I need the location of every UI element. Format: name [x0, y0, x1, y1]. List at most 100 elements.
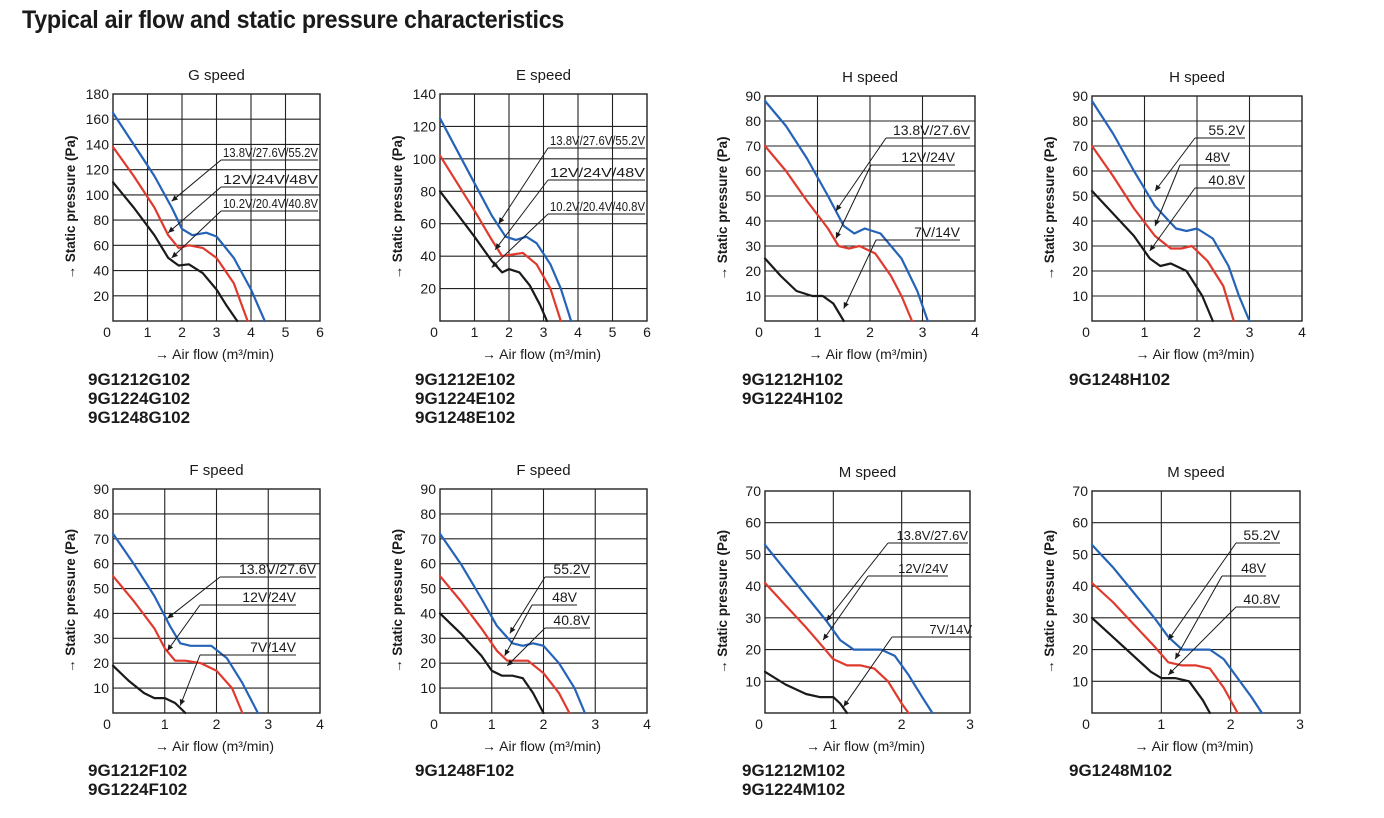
- annotation-label: 7V/14V: [929, 622, 972, 637]
- y-tick-label: 70: [93, 531, 109, 547]
- annotation-arrowhead: [171, 195, 179, 202]
- x-tick-label: 4: [574, 324, 582, 340]
- model-number: 9G1212G102: [88, 370, 191, 389]
- x-tick-label: 0: [1082, 716, 1090, 732]
- series-line-13-8v-27-6v: [763, 99, 929, 323]
- chart-title: M speed: [839, 464, 897, 481]
- annotation-arrowhead: [179, 698, 186, 706]
- annotation-leader: [1154, 164, 1181, 227]
- series-line-48v: [1090, 144, 1235, 323]
- x-tick-label: 3: [1246, 324, 1254, 340]
- model-list: 9G1212M102 9G1224M102: [742, 761, 845, 799]
- y-tick-label: 60: [420, 216, 436, 232]
- annotation-leader: [1154, 137, 1196, 192]
- series-line-40-8v: [438, 612, 545, 715]
- series-line-7v-14v: [111, 664, 187, 715]
- x-tick-label: 1: [1157, 716, 1165, 732]
- annotation-label: 48V: [1241, 560, 1267, 576]
- series-line-13-8v-27-6v: [763, 543, 934, 715]
- y-tick-label: 10: [1072, 673, 1088, 689]
- chart-panel-f-speed: F speed 0 1 2 3 4 10 20 30 40 50 60 70 80 90 → Air flow…: [63, 462, 324, 754]
- annotation-arrowhead: [826, 614, 833, 622]
- y-tick-label: 40: [1072, 578, 1088, 594]
- annotation-label: 13.8V/27.6V/55.2V: [223, 145, 318, 160]
- annotation-leader: [504, 604, 533, 656]
- annotation-arrowhead: [1154, 219, 1160, 226]
- chart-title: M speed: [1167, 464, 1225, 481]
- y-tick-label: 40: [745, 213, 761, 229]
- plot-frame: [1091, 95, 1303, 322]
- annotation-arrowhead: [171, 251, 178, 258]
- x-axis-label: → Air flow (m³/min): [1136, 346, 1255, 362]
- y-axis-label: → Static pressure (Pa): [390, 529, 405, 673]
- y-tick-label: 90: [745, 88, 761, 104]
- y-tick-label: 30: [1072, 238, 1088, 254]
- model-number: 9G1248G102: [88, 408, 191, 427]
- x-axis-label: → Air flow (m³/min): [1135, 738, 1254, 754]
- x-tick-label: 4: [643, 716, 651, 732]
- plot-frame: [112, 488, 321, 714]
- x-axis-label: → Air flow (m³/min): [482, 738, 601, 754]
- annotation-label: 55.2V: [1243, 527, 1280, 543]
- x-tick-label: 0: [103, 716, 111, 732]
- y-tick-label: 60: [1072, 163, 1088, 179]
- y-tick-label: 20: [93, 655, 109, 671]
- x-tick-label: 5: [282, 324, 290, 340]
- chart-panel-e-speed: E speed 0 1 2 3 4 5 6 20 40 60 80 100 120 140 → Air flo…: [390, 67, 651, 362]
- x-tick-label: 4: [971, 324, 979, 340]
- annotation-leader: [171, 210, 222, 259]
- model-number: 9G1224G102: [88, 389, 191, 408]
- x-tick-label: 0: [430, 324, 438, 340]
- x-tick-label: 6: [316, 324, 324, 340]
- y-tick-label: 10: [420, 680, 436, 696]
- y-tick-label: 70: [420, 531, 436, 547]
- x-tick-label: 4: [1298, 324, 1306, 340]
- series-line-12v-24v: [111, 574, 244, 715]
- y-tick-label: 50: [1072, 188, 1088, 204]
- x-tick-label: 1: [814, 324, 822, 340]
- y-tick-label: 40: [745, 578, 761, 594]
- x-tick-label: 3: [1296, 716, 1304, 732]
- chart-panel-m-speed: M speed 0 1 2 3 10 20 30 40 50 60 70 → Air flow (m³/…: [715, 464, 974, 754]
- y-tick-label: 30: [745, 238, 761, 254]
- y-tick-label: 20: [1072, 642, 1088, 658]
- annotation-leader: [1174, 575, 1223, 660]
- model-list: 9G1248F102: [415, 761, 514, 780]
- x-tick-label: 2: [1227, 716, 1235, 732]
- y-tick-label: 140: [413, 86, 437, 102]
- annotation-label: 48V: [552, 589, 578, 605]
- x-tick-label: 1: [144, 324, 152, 340]
- annotation-leader: [491, 213, 549, 268]
- model-number: 9G1248M102: [1069, 761, 1173, 780]
- annotation-arrowhead: [504, 649, 510, 656]
- y-tick-label: 40: [420, 605, 436, 621]
- y-tick-label: 70: [1072, 138, 1088, 154]
- annotation-leader: [822, 575, 869, 641]
- y-tick-label: 60: [420, 556, 436, 572]
- y-tick-label: 70: [745, 483, 761, 499]
- x-tick-label: 1: [1141, 324, 1149, 340]
- y-tick-label: 140: [86, 136, 110, 152]
- chart-panel-h-speed: H speed 0 1 2 3 4 10 20 30 40 50 60 70 80 90 → Air flow…: [715, 69, 979, 362]
- annotation-label: 13.8V/27.6V/55.2V: [550, 133, 645, 148]
- y-tick-label: 90: [1072, 88, 1088, 104]
- x-tick-label: 1: [829, 716, 837, 732]
- y-tick-label: 10: [1072, 288, 1088, 304]
- y-tick-label: 100: [86, 187, 110, 203]
- y-tick-label: 40: [420, 248, 436, 264]
- y-tick-label: 80: [420, 183, 436, 199]
- annotation-arrowhead: [167, 644, 174, 651]
- series-line-40-8v: [1090, 616, 1212, 715]
- annotation-leader: [166, 604, 201, 652]
- annotation-label: 10.2V/20.4V/40.8V: [550, 199, 645, 214]
- y-tick-label: 10: [745, 673, 761, 689]
- y-tick-label: 80: [93, 506, 109, 522]
- x-tick-label: 3: [540, 324, 548, 340]
- plot-frame: [1091, 490, 1301, 714]
- annotation-leader: [843, 239, 877, 309]
- x-tick-label: 5: [609, 324, 617, 340]
- plot-frame: [112, 93, 321, 322]
- plot-frame: [764, 490, 971, 714]
- series-line-12v-24v-48v: [438, 154, 562, 323]
- series-line-7v-14v: [763, 670, 849, 715]
